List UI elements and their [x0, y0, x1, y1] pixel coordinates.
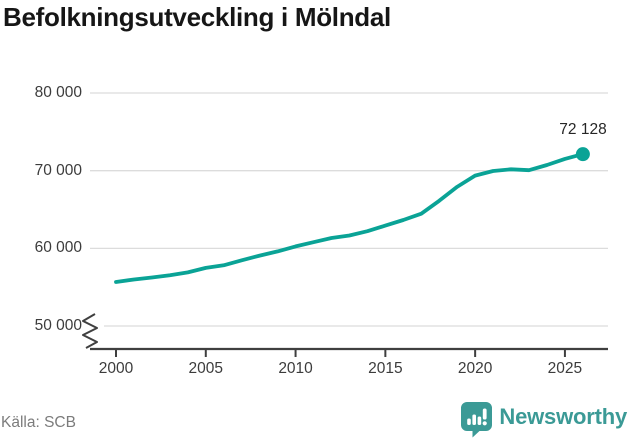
last-point-dot [575, 147, 590, 162]
y-axis-tick-label: 50 000 [34, 317, 82, 334]
x-axis-tick-label: 2015 [368, 360, 403, 377]
axis-break-icon [82, 313, 98, 349]
x-axis-tick-label: 2020 [457, 360, 493, 377]
x-axis-tick-label: 2005 [188, 360, 224, 377]
x-axis-tick-label: 2010 [278, 360, 313, 377]
y-axis-tick-label: 60 000 [34, 239, 82, 257]
y-axis-tick-label: 80 000 [34, 84, 82, 101]
source-note: Källa: SCB [1, 414, 76, 431]
newsworthy-speech-bubble-bar-chart-icon [461, 402, 493, 438]
y-axis-tick-label: 70 000 [34, 161, 82, 179]
chart-title: Befolkningsutveckling i Mölndal [3, 2, 391, 32]
newsworthy-logo[interactable]: Newsworthy [460, 401, 627, 438]
x-axis-tick-label: 2000 [98, 360, 134, 377]
x-axis-tick-label: 2025 [547, 360, 583, 377]
brand-name: Newsworthy [499, 404, 627, 429]
population-line [114, 152, 585, 284]
last-value-annotation: 72 128 [559, 121, 607, 138]
